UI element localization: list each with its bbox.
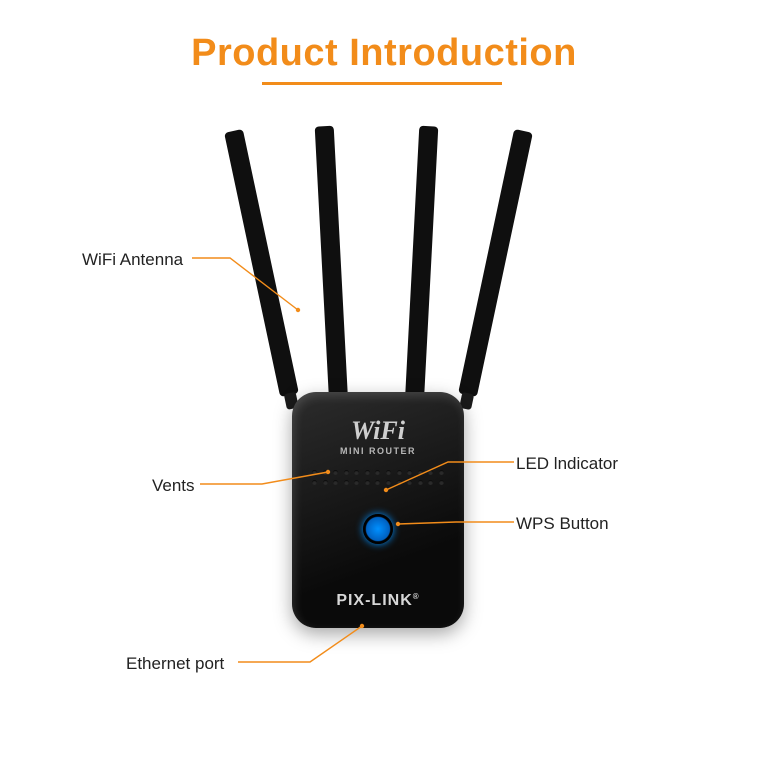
brand-mark: ® [413,592,420,601]
callout-antenna: WiFi Antenna [82,250,183,270]
brand-label: PIX-LINK® [292,592,464,610]
router-body: WiFi MINI ROUTER PIX-LINK® [292,392,464,628]
callout-ethernet: Ethernet port [126,654,224,674]
antenna-icon [224,129,299,397]
antenna-icon [315,126,349,407]
wps-button-icon [363,514,393,544]
antenna-icon [405,126,439,407]
callout-led: LED lndicator [516,454,618,474]
title-underline [262,82,502,85]
antenna-icon [458,129,533,397]
callout-wps: WPS Button [516,514,609,534]
mini-router-label: MINI ROUTER [292,446,464,456]
callout-lines [0,0,768,768]
brand-text: PIX-LINK [336,592,412,609]
vents-icon [312,480,444,485]
page-title: Product Introduction [0,32,768,75]
vents-icon [312,470,444,475]
callout-vents: Vents [152,476,195,496]
wifi-logo: WiFi [292,416,464,446]
